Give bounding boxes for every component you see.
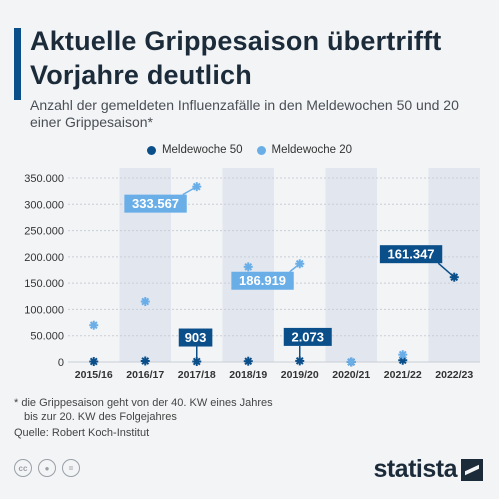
data-label: 186.919 — [239, 273, 286, 288]
statista-mark-icon — [461, 458, 483, 481]
legend-dot-week20 — [256, 145, 266, 155]
point-week50 — [243, 356, 253, 366]
nd-icon[interactable]: = — [62, 459, 80, 477]
legend-label-week20: Meldewoche 20 — [271, 144, 353, 156]
x-tick-label: 2021/22 — [384, 369, 422, 381]
category-band — [325, 168, 377, 362]
x-tick-label: 2015/16 — [75, 369, 113, 381]
cc-icon[interactable]: cc — [14, 459, 32, 477]
page-title: Aktuelle Grippesaison übertrifft Vorjahr… — [30, 26, 442, 90]
title-accent-bar — [14, 28, 21, 100]
x-tick-label: 2022/23 — [435, 369, 473, 381]
data-label-box — [283, 327, 332, 346]
data-label: 2.073 — [291, 329, 324, 344]
footnote-line-2: bis zur 20. KW des Folgejahres — [24, 411, 177, 423]
point-week20 — [398, 350, 408, 360]
footnote: * die Grippesaison geht von der 40. KW e… — [14, 396, 484, 424]
category-band — [428, 168, 480, 362]
data-label-leader — [289, 263, 301, 273]
chart-legend: Meldewoche 50 Meldewoche 20 — [0, 144, 499, 156]
data-label-box — [178, 328, 213, 347]
point-week20 — [140, 297, 150, 307]
y-tick-label: 250.000 — [24, 226, 64, 238]
x-tick-label: 2016/17 — [126, 369, 164, 381]
y-tick-label: 0 — [58, 357, 64, 369]
page-subtitle: Anzahl der gemeldeten Influenzafälle in … — [30, 97, 459, 130]
data-label-box — [231, 271, 294, 290]
data-label-leader — [437, 262, 455, 278]
point-week20 — [89, 320, 99, 330]
y-tick-label: 200.000 — [24, 252, 64, 264]
point-week50 — [140, 356, 150, 366]
data-label-box — [379, 245, 443, 264]
statista-logo[interactable]: statista — [373, 455, 483, 484]
scatter-chart: 0 50.000 100.000 150.000 200.000 250.000 300.0… — [24, 168, 480, 381]
by-icon[interactable]: ● — [38, 459, 56, 477]
license-icons: cc ● = — [14, 459, 80, 477]
point-week50 — [89, 357, 99, 367]
data-label: 161.347 — [388, 247, 435, 262]
x-tick-label: 2020/21 — [332, 369, 370, 381]
y-tick-label: 100.000 — [24, 304, 64, 316]
legend-item-week50: Meldewoche 50 — [146, 144, 243, 156]
y-tick-label: 350.000 — [24, 173, 64, 185]
brand-name: statista — [373, 455, 457, 483]
y-tick-label: 300.000 — [24, 199, 64, 211]
footnote-line-1: * die Grippesaison geht von der 40. KW e… — [14, 397, 273, 409]
y-tick-label: 150.000 — [24, 278, 64, 290]
legend-item-week20: Meldewoche 20 — [256, 144, 353, 156]
data-label: 903 — [185, 330, 207, 345]
legend-label-week50: Meldewoche 50 — [161, 144, 243, 156]
y-tick-label: 50.000 — [30, 331, 64, 343]
data-label-box — [124, 194, 187, 213]
legend-dot-week50 — [146, 145, 156, 155]
x-tick-label: 2019/20 — [281, 369, 319, 381]
data-label-leader — [182, 185, 198, 196]
x-tick-label: 2018/19 — [229, 369, 267, 381]
point-week20 — [346, 357, 356, 367]
source-note: Quelle: Robert Koch-Institut — [14, 427, 150, 439]
x-tick-label: 2017/18 — [178, 369, 216, 381]
point-week20 — [243, 262, 253, 272]
data-label: 333.567 — [132, 196, 179, 211]
